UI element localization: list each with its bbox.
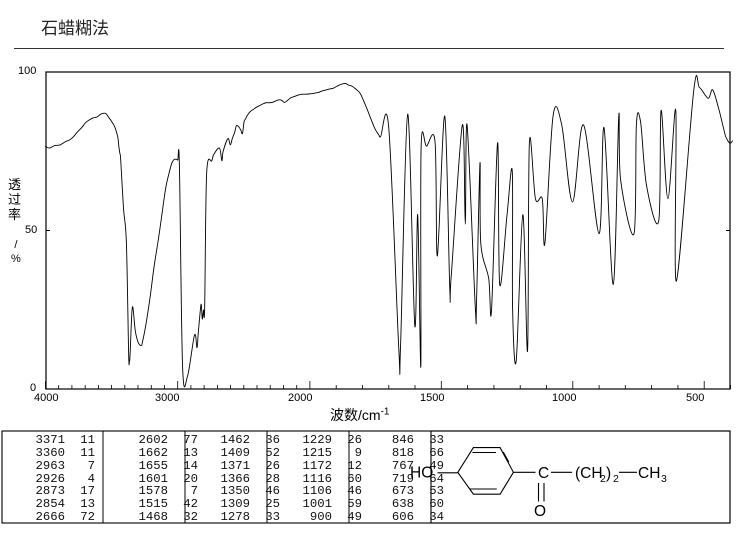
svg-text:HO: HO <box>410 465 433 482</box>
svg-text:(CH: (CH <box>575 465 603 482</box>
svg-text:C: C <box>538 465 549 482</box>
svg-text:3: 3 <box>661 473 667 485</box>
svg-text:CH: CH <box>638 465 660 482</box>
svg-text:O: O <box>534 503 546 520</box>
svg-text:2: 2 <box>613 473 619 485</box>
svg-text:): ) <box>606 465 611 482</box>
